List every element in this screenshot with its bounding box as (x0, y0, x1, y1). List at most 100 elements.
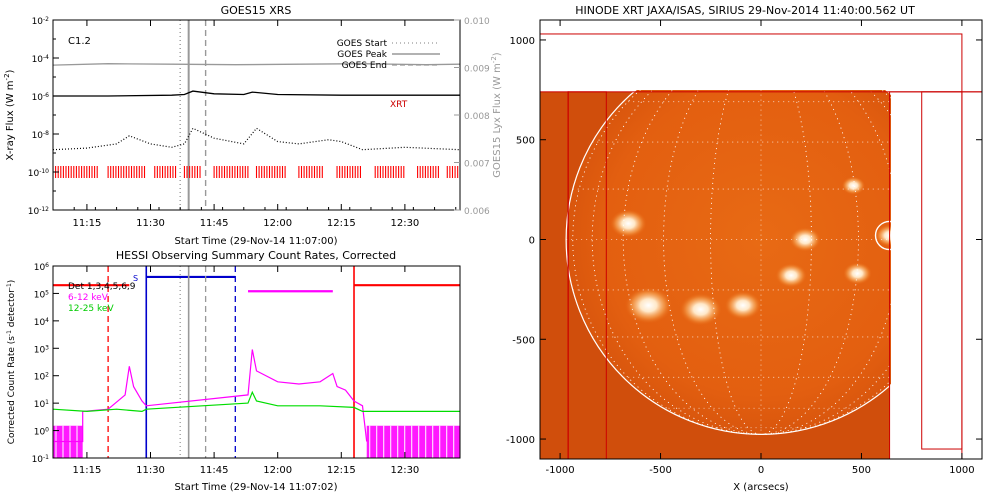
hessi-xtick-label-3: 12:00 (263, 465, 292, 476)
goes-xrt-interval-1 (107, 166, 146, 178)
xrt-ytick-label-1: 500 (516, 136, 535, 147)
goes-xtick-label-0: 11:15 (73, 218, 102, 229)
xrt-xtick-label-1: -500 (649, 465, 672, 476)
goes-legend: GOES Start GOES Peak GOES End (337, 39, 440, 71)
hessi-y-ticks: 106 105 104 103 102 101 100 10-1 (32, 262, 59, 466)
xrt-overlay-content (540, 33, 982, 459)
hessi-frame (52, 265, 461, 459)
goes-ytick-right-label-3: 0.007 (464, 160, 490, 170)
goes-ytick-right-label-1: 0.009 (464, 65, 490, 75)
xrt-xlabel: X (arcsecs) (733, 482, 789, 493)
hessi-plot-area (53, 266, 460, 458)
hessi-ylabel: Corrected Count Rate (s-1 detector-1) (6, 280, 18, 445)
goes-series-2 (53, 127, 460, 151)
goes-ytick-label-2: 10-6 (32, 92, 50, 104)
goes-ytick-right-label-4: 0.006 (464, 207, 490, 217)
xrt-xtick-label-4: 1000 (949, 465, 974, 476)
goes-xrt-interval-9 (417, 166, 439, 178)
hessi-attenuator-1 (366, 425, 460, 458)
xrt-solar-limb (565, 90, 891, 435)
goes-series-0 (53, 63, 460, 66)
hessi-ytick-label-2: 104 (34, 316, 49, 328)
hessi-ytick-label-4: 102 (34, 371, 49, 383)
hessi-series-1 (53, 390, 460, 413)
hessi-title: HESSI Observing Summary Count Rates, Cor… (116, 249, 396, 262)
hessi-series-0 (53, 349, 368, 443)
goes-xrt-interval-8 (374, 166, 405, 178)
xrt-x-ticks: -1000 -500 0 500 1000 (546, 20, 975, 476)
goes-ytick-label-4: 10-10 (28, 168, 49, 180)
goes-xrs-panel: GOES15 XRS C1.2 GOES Start GOES Peak GOE… (3, 4, 503, 247)
xrt-image-panel: HINODE XRT JAXA/ISAS, SIRIUS 29-Nov-2014… (506, 4, 983, 493)
xrt-ytick-label-0: 1000 (510, 36, 535, 47)
goes-xrt-interval-3 (183, 166, 201, 178)
xrt-active-region-8 (875, 224, 891, 247)
hessi-xtick-label-1: 11:30 (136, 465, 165, 476)
xrt-ytick-label-3: -500 (512, 335, 535, 346)
xrt-solar-disk (566, 90, 891, 435)
hessi-legend-12-25: 12-25 keV (68, 304, 114, 314)
xrt-xtick-label-0: -1000 (546, 465, 575, 476)
goes-xrt-interval-0 (53, 166, 98, 178)
xrt-xtick-label-2: 0 (758, 465, 764, 476)
hessi-xtick-label-0: 11:15 (73, 465, 102, 476)
xrt-active-region-0 (610, 209, 647, 238)
hessi-data (53, 266, 460, 458)
xrt-title: HINODE XRT JAXA/ISAS, SIRIUS 29-Nov-2014… (575, 4, 915, 17)
xrt-fov-box-3 (921, 91, 963, 450)
goes-plot-area (53, 20, 460, 210)
goes-xrt-interval-5 (255, 166, 286, 178)
hessi-xtick-label-5: 12:30 (390, 465, 419, 476)
goes-x-ticks: 11:15 11:30 11:45 12:00 12:15 12:30 (52, 20, 457, 229)
xrt-fov-box-2 (889, 91, 982, 459)
hessi-ytick-label-7: 10-1 (32, 454, 50, 466)
hessi-ytick-label-3: 103 (34, 344, 49, 356)
xrt-active-region-3 (724, 291, 762, 320)
goes-ytick-right-label-0: 0.010 (464, 17, 490, 27)
goes-series-1 (53, 90, 460, 97)
goes-legend-start: GOES Start (337, 39, 388, 49)
xrt-ytick-label-4: -1000 (506, 435, 535, 446)
xrt-active-region-7 (841, 176, 866, 195)
goes-xrt-interval-2 (154, 166, 177, 178)
hessi-ytick-label-1: 105 (34, 289, 49, 301)
xrt-active-region-2 (679, 293, 722, 326)
goes-y-ticks-right: 0.010 0.009 0.008 0.007 0.006 (454, 17, 490, 217)
goes-y-ticks: 10-2 10-4 10-6 10-8 10-10 10-12 (28, 16, 59, 218)
goes-xrt-interval-6 (298, 166, 323, 178)
goes-ylabel: X-ray Flux (W m-2) (3, 69, 16, 160)
hessi-ytick-label-0: 106 (34, 262, 49, 274)
goes-legend-end: GOES End (342, 61, 387, 71)
xrt-active-region-1 (624, 287, 672, 324)
hessi-panel: HESSI Observing Summary Count Rates, Cor… (6, 249, 461, 493)
goes-xtick-label-1: 11:30 (136, 218, 165, 229)
xrt-active-region-6 (843, 262, 872, 285)
xrt-image-content (540, 90, 891, 459)
xrt-y-ticks: 1000 500 0 -500 -1000 (506, 36, 982, 446)
goes-xrt-interval-7 (336, 166, 362, 178)
goes-xtick-label-2: 11:45 (200, 218, 229, 229)
goes-xtick-label-4: 12:15 (327, 218, 356, 229)
xrt-fov-box-5 (567, 91, 607, 459)
xrt-overlay (540, 33, 982, 459)
hessi-ytick-label-5: 101 (34, 399, 49, 411)
goes-xlabel: Start Time (29-Nov-14 11:07:00) (174, 236, 337, 247)
goes-ytick-label-0: 10-2 (32, 16, 50, 28)
goes-ytick-right-label-2: 0.008 (464, 112, 490, 122)
hessi-xtick-label-4: 12:15 (327, 465, 356, 476)
hessi-ytick-label-6: 100 (34, 426, 49, 438)
xrt-sun-image (540, 90, 891, 459)
xrt-xtick-label-3: 500 (852, 465, 871, 476)
hessi-x-ticks: 11:15 11:30 11:45 12:00 12:15 12:30 (73, 266, 419, 476)
goes-frame (52, 19, 461, 211)
hessi-xlabel: Start Time (29-Nov-14 11:07:02) (174, 482, 337, 493)
hessi-legend-6-12: 6-12 keV (68, 293, 109, 303)
xrt-active-region-5 (789, 227, 821, 252)
goes-flare-class: C1.2 (68, 36, 91, 47)
goes-xrt-interval-4 (213, 166, 249, 178)
goes-xrt-interval-10 (446, 166, 459, 178)
goes-ytick-label-1: 10-4 (32, 54, 50, 66)
goes-ytick-label-5: 10-12 (28, 206, 49, 218)
xrt-active-region-4 (775, 263, 807, 288)
